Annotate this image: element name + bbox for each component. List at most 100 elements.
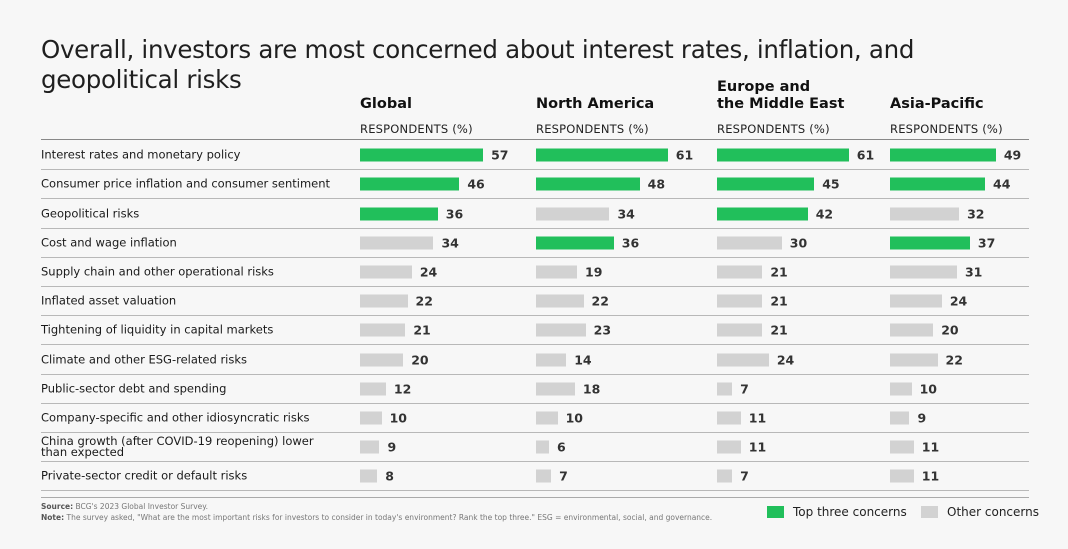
data-label: 8 [385, 468, 394, 484]
column-title: Asia-Pacific [890, 96, 984, 112]
bar [890, 469, 914, 483]
data-label: 57 [491, 147, 509, 163]
bar [890, 440, 914, 454]
data-label: 21 [770, 264, 788, 280]
bar [717, 440, 741, 454]
bar [717, 236, 782, 250]
bar [890, 236, 970, 250]
row-divider [41, 285, 1029, 287]
data-label: 37 [977, 235, 996, 251]
bar [890, 177, 986, 191]
legend-swatch-other [921, 506, 938, 518]
footer-divider [41, 497, 1029, 498]
row-label: China growth (after COVID-19 reopening) … [41, 433, 314, 459]
bar [717, 207, 808, 221]
bar [536, 236, 614, 250]
bar [360, 294, 408, 308]
table-row: Climate and other ESG-related risks 20 14 2… [41, 345, 1029, 375]
column-title-line: Europe and [717, 79, 811, 95]
data-label: 61 [675, 147, 694, 163]
data-label: 24 [949, 293, 968, 309]
bar [890, 411, 910, 425]
column-subtitle: RESPONDENTS (%) [717, 122, 830, 136]
bar [717, 353, 769, 367]
bar [536, 469, 552, 483]
data-label: 30 [789, 235, 808, 251]
bar [536, 177, 640, 191]
source-note: Source: BCG's 2023 Global Investor Surve… [41, 502, 208, 511]
bar [360, 265, 412, 279]
row-label: Public-sector debt and spending [41, 381, 227, 396]
data-label: 42 [815, 206, 834, 222]
row-divider [41, 489, 1029, 491]
chart-title: Overall, investors are most concerned ab… [41, 35, 915, 94]
row-label: Private-sector credit or default risks [41, 468, 248, 483]
data-label: 7 [740, 381, 749, 397]
legend-label-other: Other concerns [947, 505, 1039, 519]
table-row: Company-specific and other idiosyncratic… [41, 403, 1029, 433]
table-row: Consumer price inflation and consumer se… [41, 169, 1029, 199]
data-label: 18 [582, 381, 601, 397]
bar [717, 323, 763, 337]
data-label: 10 [919, 381, 937, 397]
bar [890, 265, 957, 279]
bar [536, 207, 610, 221]
row-divider [41, 373, 1029, 375]
data-label: 48 [647, 176, 666, 192]
data-label: 21 [413, 322, 431, 338]
data-label: 36 [445, 206, 464, 222]
data-label: 11 [748, 439, 767, 455]
row-divider [41, 168, 1029, 170]
data-label: 21 [770, 322, 788, 338]
table-row: Tightening of liquidity in capital marke… [41, 315, 1029, 345]
table-row: Supply chain and other operational risks… [41, 257, 1029, 287]
data-label: 9 [917, 410, 927, 426]
data-label: 7 [559, 468, 568, 484]
data-label: 32 [967, 206, 985, 222]
row-label: Climate and other ESG-related risks [41, 352, 248, 367]
data-label: 11 [748, 410, 767, 426]
data-label: 49 [1003, 147, 1022, 163]
bar [536, 440, 549, 454]
bar [890, 148, 996, 162]
note-label: Note: [41, 513, 65, 522]
data-label: 10 [565, 410, 583, 426]
data-label: 46 [467, 176, 485, 192]
legend-item-other: Other concerns [921, 505, 1039, 519]
bar [717, 148, 849, 162]
data-label: 19 [585, 264, 603, 280]
row-label: Interest rates and monetary policy [41, 147, 241, 162]
data-label: 20 [941, 322, 959, 338]
source-label: Source: [41, 502, 74, 511]
bar [360, 207, 438, 221]
bar [536, 353, 567, 367]
bar [890, 382, 912, 396]
column-title: Europe and the Middle East [717, 79, 897, 113]
row-label: Company-specific and other idiosyncratic… [41, 410, 310, 425]
data-label: 22 [591, 293, 609, 309]
table-row: Cost and wage inflation 34 36 30 37 [41, 228, 1029, 258]
bar [360, 148, 484, 162]
row-divider [41, 314, 1029, 316]
data-label: 11 [921, 439, 940, 455]
column-title: Global [360, 96, 412, 112]
bar [717, 177, 815, 191]
row-label: Geopolitical risks [41, 206, 140, 221]
table-row: China growth (after COVID-19 reopening) … [41, 432, 1029, 462]
bar [360, 353, 404, 367]
row-label: Cost and wage inflation [41, 235, 177, 250]
data-label: 11 [921, 468, 940, 484]
data-label: 44 [993, 176, 1011, 192]
legend-item-top-three: Top three concerns [767, 505, 907, 519]
bar [360, 440, 380, 454]
data-label: 45 [822, 176, 840, 192]
bar [360, 382, 386, 396]
bar [536, 148, 668, 162]
bar [890, 323, 934, 337]
bar [536, 265, 578, 279]
bar [717, 265, 763, 279]
column-title: North America [536, 96, 655, 112]
bar [360, 177, 460, 191]
data-label: 7 [740, 468, 749, 484]
bar [890, 353, 938, 367]
